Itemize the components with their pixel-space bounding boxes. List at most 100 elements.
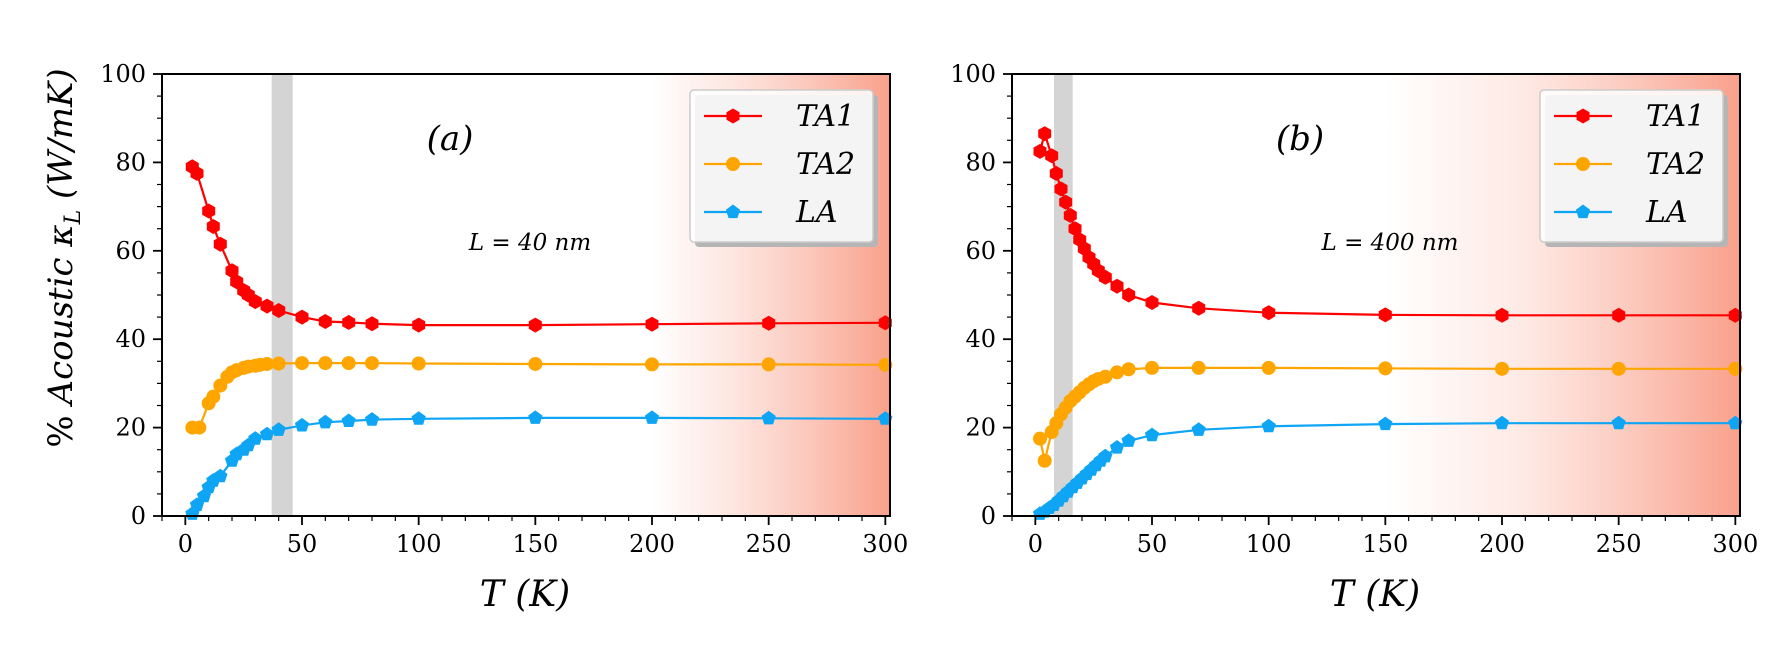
point-ta1 xyxy=(1059,194,1073,210)
point-la xyxy=(341,413,356,427)
point-ta2 xyxy=(1033,431,1047,446)
point-ta2 xyxy=(271,356,286,371)
point-ta1 xyxy=(1728,307,1742,323)
point-ta1 xyxy=(1045,148,1059,164)
point-ta1 xyxy=(1038,126,1052,142)
panel-a: 0 50 100 150 200 250 300 0 20 40 60 80 100 (a) L = … xyxy=(100,60,908,615)
x-tick-label: 0 xyxy=(178,530,193,558)
x-tick-label: 150 xyxy=(512,530,558,558)
point-ta2 xyxy=(528,356,543,371)
point-la xyxy=(1191,422,1206,436)
legend-marker-ta2 xyxy=(1576,157,1590,171)
legend: TA1 TA2 LA xyxy=(689,89,878,247)
y-tick-label: 60 xyxy=(965,237,996,265)
y-tick-label: 80 xyxy=(965,148,996,176)
legend-box xyxy=(689,89,874,243)
point-ta2 xyxy=(341,356,356,371)
shaded-band xyxy=(1054,74,1073,516)
point-la xyxy=(259,426,275,441)
point-ta2 xyxy=(1728,361,1743,376)
point-ta1 xyxy=(295,309,309,325)
legend-marker-ta1 xyxy=(726,108,740,124)
panel-b: 0 50 100 150 200 250 300 0 20 40 60 80 100 (b) L = … xyxy=(950,60,1758,615)
y-tick-label: 40 xyxy=(115,325,146,353)
y-tick-label: 0 xyxy=(981,502,996,530)
point-la xyxy=(411,411,426,425)
legend-label-ta1: TA1 xyxy=(796,99,855,134)
point-ta2 xyxy=(1191,360,1206,375)
legend-label-ta1: TA1 xyxy=(1646,99,1705,134)
y-tick-label: 20 xyxy=(115,414,146,442)
x-tick-label: 100 xyxy=(1246,530,1292,558)
y-tick-label: 40 xyxy=(965,325,996,353)
point-ta1 xyxy=(342,314,356,330)
point-ta2 xyxy=(645,357,659,372)
point-ta1 xyxy=(1110,278,1124,294)
point-ta1 xyxy=(1049,165,1063,181)
point-la xyxy=(1611,415,1626,430)
x-tick-label: 200 xyxy=(629,530,675,558)
point-la xyxy=(1728,415,1743,430)
legend-label-la: LA xyxy=(795,195,838,230)
point-la xyxy=(528,410,543,424)
point-ta2 xyxy=(295,356,309,371)
point-la xyxy=(248,431,263,445)
point-ta2 xyxy=(1098,369,1113,384)
point-ta2 xyxy=(1261,360,1276,375)
y-tick-label: 60 xyxy=(115,237,146,265)
point-ta1 xyxy=(1612,307,1626,323)
panel-label: (b) xyxy=(1276,119,1324,159)
y-tick-label: 0 xyxy=(131,502,146,530)
legend-marker-ta1 xyxy=(1576,108,1590,124)
point-la xyxy=(761,410,776,425)
point-ta1 xyxy=(1378,307,1392,323)
point-ta1 xyxy=(318,314,332,329)
legend-box xyxy=(1539,89,1724,243)
point-ta2 xyxy=(1121,362,1136,377)
point-ta1 xyxy=(365,316,379,332)
point-ta2 xyxy=(192,420,207,435)
x-tick-label: 50 xyxy=(1137,530,1168,558)
legend-label-ta2: TA2 xyxy=(1646,147,1705,182)
point-ta2 xyxy=(260,356,274,371)
x-tick-label: 200 xyxy=(1479,530,1525,558)
point-la xyxy=(294,417,310,432)
point-ta1 xyxy=(1098,269,1112,285)
x-tick-label: 50 xyxy=(287,530,318,558)
point-ta1 xyxy=(1262,305,1276,321)
point-ta2 xyxy=(1145,360,1159,375)
legend-marker-la xyxy=(1575,204,1591,219)
point-ta1 xyxy=(202,203,216,219)
x-axis-label: T (K) xyxy=(1330,574,1420,615)
point-ta2 xyxy=(1110,365,1124,380)
point-ta2 xyxy=(1495,361,1509,376)
y-tick-label: 20 xyxy=(965,414,996,442)
point-ta1 xyxy=(1495,307,1509,323)
point-ta2 xyxy=(761,357,776,372)
x-tick-label: 0 xyxy=(1028,530,1043,558)
point-ta1 xyxy=(645,316,659,332)
point-la xyxy=(364,412,380,426)
point-la xyxy=(1378,416,1393,431)
y-axis-label: % Acoustic κL (W/mK) xyxy=(41,68,89,447)
point-ta1 xyxy=(762,315,776,331)
legend: TA1 TA2 LA xyxy=(1539,89,1728,247)
point-ta2 xyxy=(318,356,333,371)
point-ta1 xyxy=(213,236,227,252)
point-ta1 xyxy=(1145,295,1159,310)
point-ta1 xyxy=(1068,221,1082,237)
point-la xyxy=(1144,427,1160,442)
point-la xyxy=(1121,433,1136,447)
point-la xyxy=(1494,415,1510,430)
y-tick-label: 100 xyxy=(100,60,146,88)
point-ta2 xyxy=(206,389,221,404)
shaded-band xyxy=(271,74,293,516)
point-ta1 xyxy=(190,165,204,181)
point-ta1 xyxy=(1122,287,1136,303)
point-ta1 xyxy=(528,317,542,333)
point-ta1 xyxy=(1063,207,1077,223)
x-tick-label: 300 xyxy=(862,530,908,558)
x-tick-label: 300 xyxy=(1712,530,1758,558)
point-la xyxy=(318,414,333,429)
point-la xyxy=(1261,418,1276,433)
